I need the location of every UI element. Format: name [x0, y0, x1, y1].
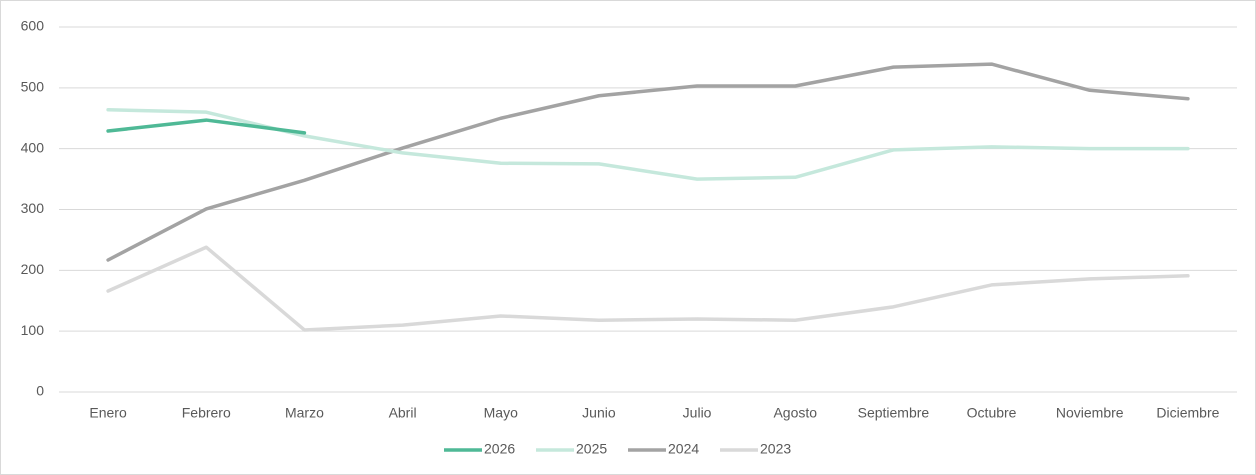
- legend-label: 2025: [576, 441, 607, 457]
- legend-label: 2024: [668, 441, 699, 457]
- legend-label: 2026: [484, 441, 515, 457]
- y-tick-label: 400: [21, 139, 45, 155]
- x-tick-label: Diciembre: [1156, 405, 1219, 421]
- x-tick-label: Febrero: [182, 405, 231, 421]
- x-tick-label: Agosto: [773, 405, 817, 421]
- x-tick-label: Noviembre: [1056, 405, 1124, 421]
- series-line: [106, 245, 1190, 332]
- x-tick-label: Octubre: [967, 405, 1017, 421]
- x-tick-label: Enero: [89, 405, 127, 421]
- series-line: [106, 62, 1190, 262]
- y-tick-label: 500: [21, 79, 45, 95]
- y-tick-label: 600: [21, 18, 45, 34]
- x-tick-label: Mayo: [484, 405, 518, 421]
- y-tick-label: 100: [21, 322, 45, 338]
- x-tick-label: Abril: [389, 405, 417, 421]
- y-tick-label: 200: [21, 261, 45, 277]
- y-tick-label: 0: [36, 383, 44, 399]
- x-tick-label: Junio: [582, 405, 616, 421]
- x-tick-label: Septiembre: [858, 405, 930, 421]
- y-tick-label: 300: [21, 200, 45, 216]
- x-tick-label: Marzo: [285, 405, 324, 421]
- legend-label: 2023: [760, 441, 791, 457]
- series-line: [106, 118, 307, 135]
- x-tick-label: Julio: [683, 405, 712, 421]
